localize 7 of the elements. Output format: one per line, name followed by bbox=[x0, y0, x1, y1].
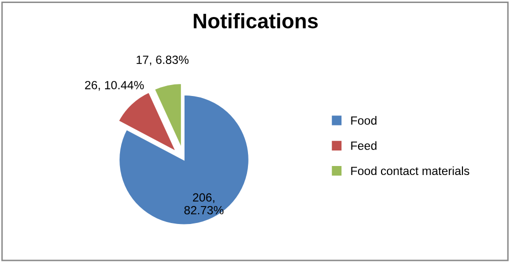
data-label: 17, 6.83% bbox=[136, 56, 189, 66]
chart-title: Notifications bbox=[194, 13, 318, 28]
legend-label: Food contact materials bbox=[351, 166, 470, 176]
data-label: 26, 10.44% bbox=[85, 80, 144, 91]
legend-label: Food bbox=[351, 116, 376, 125]
data-label: 206, 82.73% bbox=[184, 193, 224, 214]
legend-label: Feed bbox=[351, 141, 376, 150]
